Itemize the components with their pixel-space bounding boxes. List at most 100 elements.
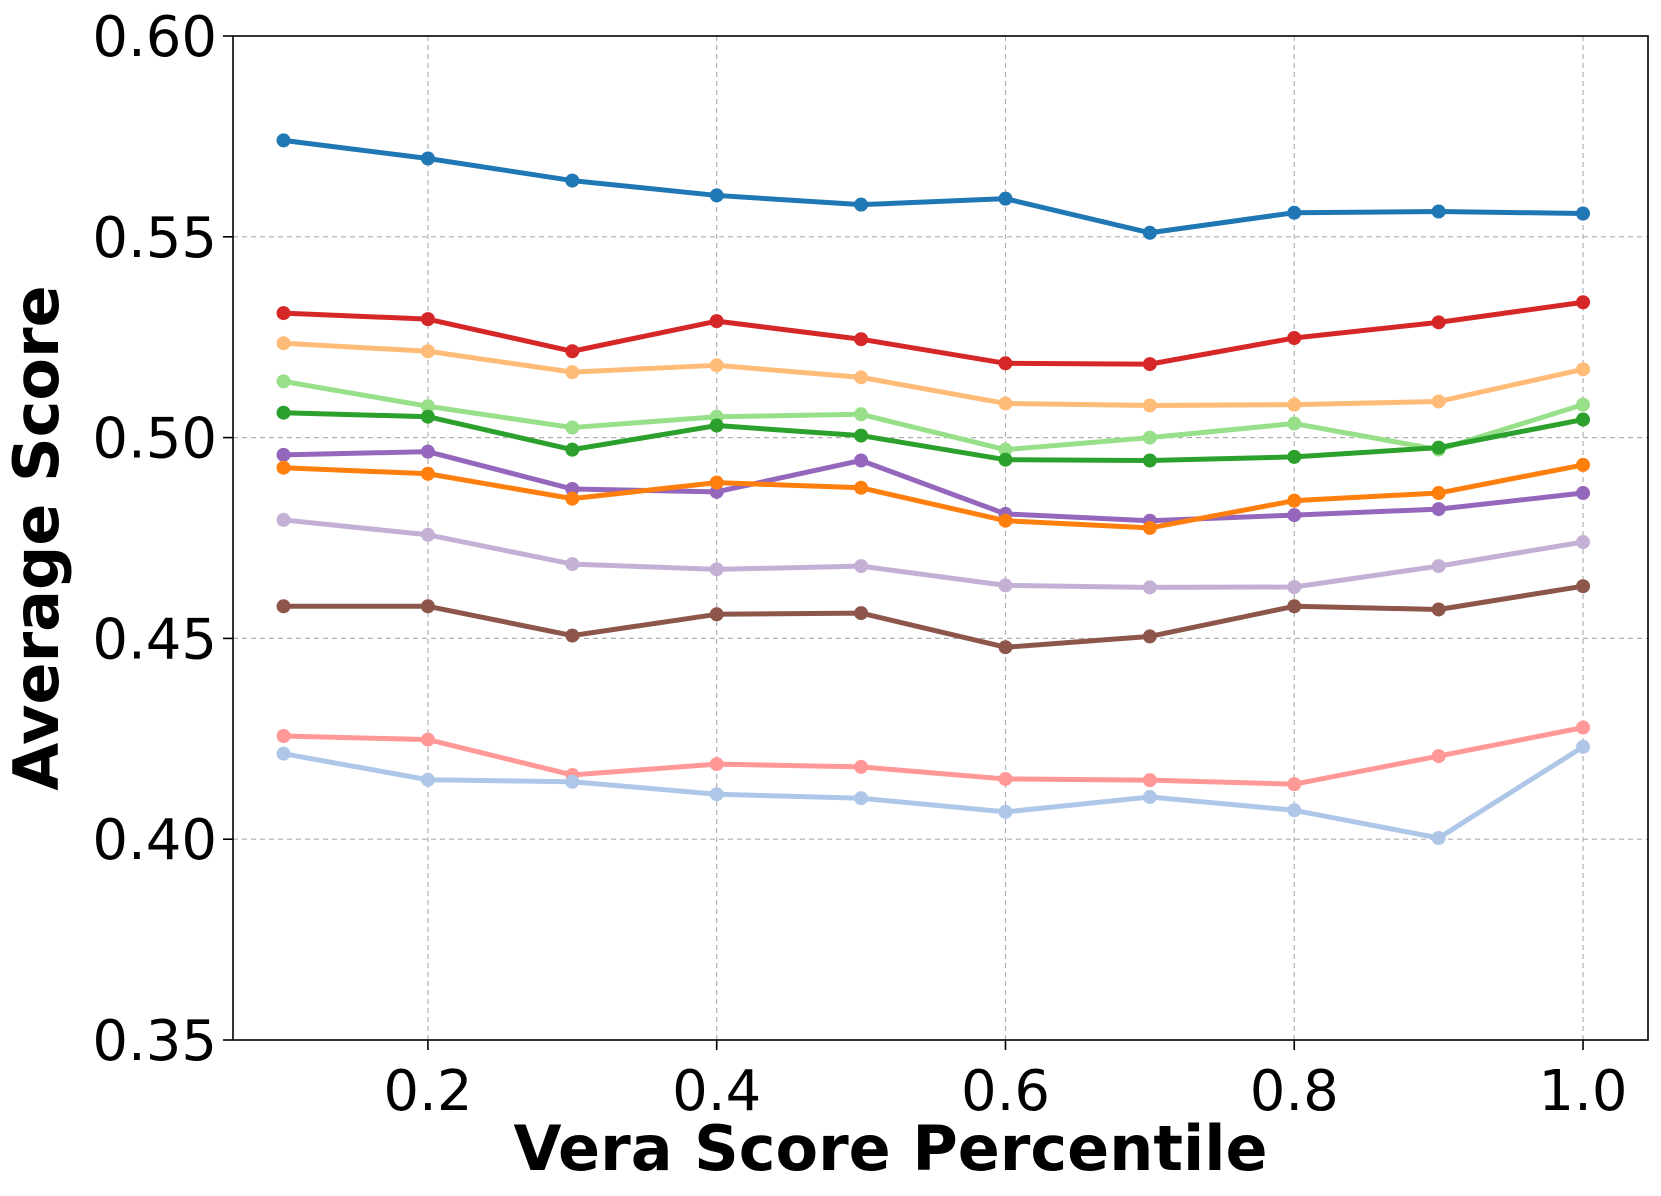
- data-point: [1576, 739, 1591, 754]
- data-point: [1576, 579, 1591, 594]
- data-point: [1287, 416, 1302, 431]
- data-point: [998, 513, 1013, 528]
- data-point: [1287, 579, 1302, 594]
- data-point: [1431, 749, 1446, 764]
- data-point: [854, 332, 869, 347]
- data-point: [565, 173, 580, 188]
- data-point: [1142, 225, 1157, 240]
- data-point: [1287, 449, 1302, 464]
- data-point: [709, 358, 724, 373]
- series-line: [281, 517, 1586, 590]
- data-point: [854, 453, 869, 468]
- data-point: [854, 559, 869, 574]
- data-point: [420, 599, 435, 614]
- data-point: [854, 407, 869, 422]
- series-line: [281, 583, 1586, 650]
- series-layer: [276, 133, 1591, 845]
- data-point: [565, 491, 580, 506]
- data-point: [854, 791, 869, 806]
- data-point: [1287, 508, 1302, 523]
- data-point: [1287, 777, 1302, 792]
- data-point: [1576, 457, 1591, 472]
- y-tick-label: 0.60: [92, 5, 217, 70]
- data-point: [276, 447, 291, 462]
- data-point: [998, 442, 1013, 457]
- series-7: [276, 457, 1591, 535]
- data-point: [1431, 394, 1446, 409]
- data-point: [565, 482, 580, 497]
- series-line: [281, 137, 1586, 236]
- data-point: [276, 133, 291, 148]
- x-tick-label: 0.2: [383, 1059, 472, 1124]
- data-point: [998, 191, 1013, 206]
- data-point: [1142, 629, 1157, 644]
- data-point: [565, 365, 580, 380]
- data-point: [709, 787, 724, 802]
- data-point: [420, 344, 435, 359]
- data-point: [420, 151, 435, 166]
- data-point: [420, 399, 435, 414]
- data-point: [854, 480, 869, 495]
- data-point: [709, 314, 724, 329]
- data-point: [998, 396, 1013, 411]
- data-point: [1142, 790, 1157, 805]
- series-2: [276, 295, 1591, 372]
- data-point: [1431, 559, 1446, 574]
- data-point: [276, 374, 291, 389]
- data-point: [1431, 204, 1446, 219]
- data-point: [420, 772, 435, 787]
- data-point: [998, 771, 1013, 786]
- series-1: [276, 133, 1591, 240]
- data-point: [1287, 599, 1302, 614]
- data-point: [854, 759, 869, 774]
- data-point: [565, 628, 580, 643]
- data-point: [1431, 602, 1446, 617]
- data-point: [276, 306, 291, 321]
- data-point: [1142, 398, 1157, 413]
- data-point: [1431, 315, 1446, 330]
- data-point: [420, 444, 435, 459]
- data-point: [1431, 440, 1446, 455]
- data-point: [854, 606, 869, 621]
- x-axis-title: Vera Score Percentile: [513, 1112, 1267, 1185]
- y-tick-label: 0.55: [92, 206, 217, 271]
- series-line: [281, 462, 1586, 531]
- data-point: [709, 475, 724, 490]
- data-point: [1431, 502, 1446, 517]
- data-point: [420, 732, 435, 747]
- series-6: [276, 444, 1591, 528]
- data-point: [276, 405, 291, 420]
- data-point: [1576, 535, 1591, 550]
- data-point: [854, 370, 869, 385]
- series-5: [276, 405, 1591, 468]
- data-point: [1287, 331, 1302, 346]
- gridlines: [233, 36, 1648, 1040]
- y-tick-label: 0.50: [92, 407, 217, 472]
- data-point: [276, 336, 291, 351]
- data-point: [1142, 453, 1157, 468]
- x-tick-label: 1.0: [1538, 1059, 1627, 1124]
- data-point: [1287, 493, 1302, 508]
- series-11: [276, 739, 1591, 845]
- data-point: [276, 599, 291, 614]
- data-point: [1576, 412, 1591, 427]
- data-point: [1576, 720, 1591, 735]
- data-point: [709, 607, 724, 622]
- data-point: [709, 188, 724, 203]
- data-point: [709, 562, 724, 577]
- x-tick-label: 0.6: [961, 1059, 1050, 1124]
- data-point: [565, 774, 580, 789]
- data-point: [276, 512, 291, 527]
- x-tick-label: 0.4: [672, 1059, 761, 1124]
- data-point: [565, 557, 580, 572]
- data-point: [420, 312, 435, 327]
- y-tick-label: 0.45: [92, 607, 217, 672]
- data-point: [1576, 362, 1591, 377]
- data-point: [1142, 520, 1157, 535]
- axis-ticks: 0.2 0.4 0.6 0.8 1.0 0.35 0.40 0.45 0.50 0.55 0.60: [92, 5, 1627, 1124]
- data-point: [420, 409, 435, 424]
- data-point: [1287, 205, 1302, 220]
- plot-frame: [232, 35, 1649, 1041]
